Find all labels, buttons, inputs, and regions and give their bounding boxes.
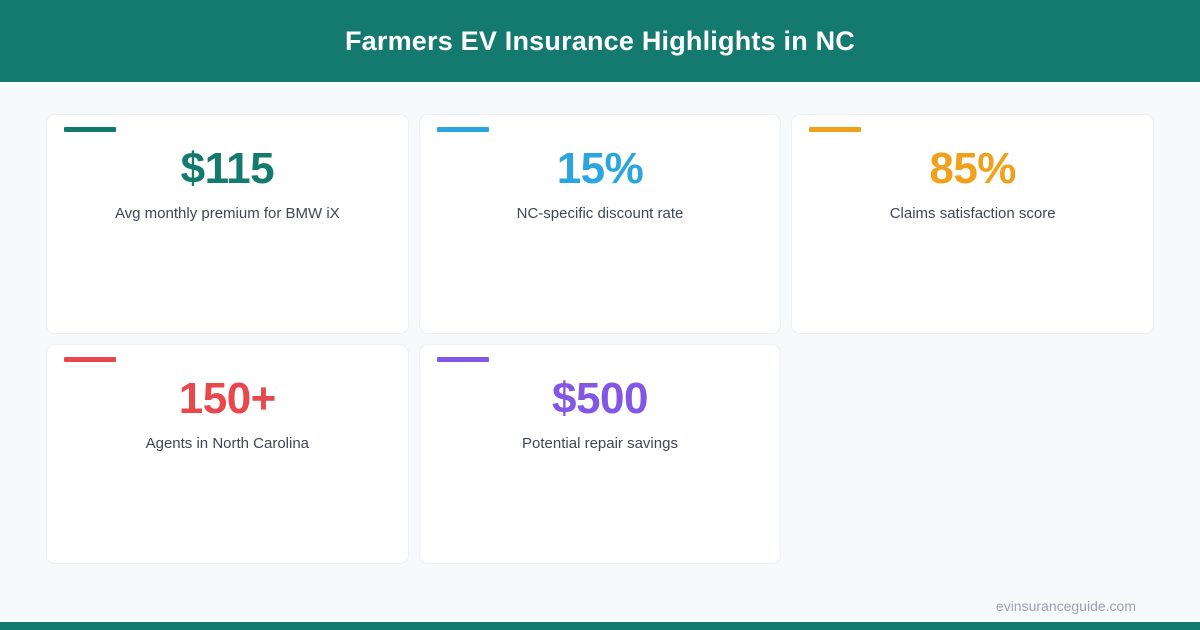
stat-value: $500 bbox=[552, 374, 648, 423]
accent-bar bbox=[436, 127, 489, 132]
page-header: Farmers EV Insurance Highlights in NC bbox=[0, 0, 1200, 82]
accent-bar bbox=[64, 127, 116, 132]
stat-card-grid: $115 Avg monthly premium for BMW iX 15% … bbox=[0, 82, 1200, 564]
stat-card-body: $115 Avg monthly premium for BMW iX bbox=[63, 145, 392, 223]
page-footer: evinsuranceguide.com bbox=[0, 590, 1200, 622]
page-title: Farmers EV Insurance Highlights in NC bbox=[344, 25, 855, 56]
stat-label: Potential repair savings bbox=[522, 434, 678, 452]
accent-bar bbox=[809, 127, 862, 132]
stat-label: Claims satisfaction score bbox=[889, 204, 1056, 222]
stat-value: $115 bbox=[180, 144, 275, 193]
stat-card-body: 15% NC-specific discount rate bbox=[436, 145, 765, 223]
stat-card-body: 85% Claims satisfaction score bbox=[808, 145, 1137, 223]
stat-label: Avg monthly premium for BMW iX bbox=[114, 204, 340, 222]
stat-card-body: $500 Potential repair savings bbox=[436, 375, 765, 453]
stat-value: 85% bbox=[929, 144, 1016, 193]
stat-card-empty-slot bbox=[791, 344, 1154, 564]
stat-value: 15% bbox=[556, 144, 644, 193]
stat-card-claims-satisfaction: 85% Claims satisfaction score bbox=[791, 114, 1154, 334]
stat-card-agents-in-nc: 150+ Agents in North Carolina bbox=[46, 344, 409, 564]
bottom-stripe bbox=[0, 622, 1200, 630]
accent-bar bbox=[436, 357, 489, 362]
accent-bar bbox=[64, 357, 116, 362]
stat-card-body: 150+ Agents in North Carolina bbox=[63, 375, 392, 453]
stat-card-avg-monthly-premium: $115 Avg monthly premium for BMW iX bbox=[46, 114, 409, 334]
stat-label: Agents in North Carolina bbox=[145, 434, 310, 452]
source-attribution: evinsuranceguide.com bbox=[995, 598, 1136, 614]
stat-card-potential-repair-savings: $500 Potential repair savings bbox=[418, 344, 782, 564]
stat-card-nc-discount-rate: 15% NC-specific discount rate bbox=[418, 114, 782, 334]
stat-label: NC-specific discount rate bbox=[516, 204, 684, 222]
stat-value: 150+ bbox=[178, 374, 277, 423]
